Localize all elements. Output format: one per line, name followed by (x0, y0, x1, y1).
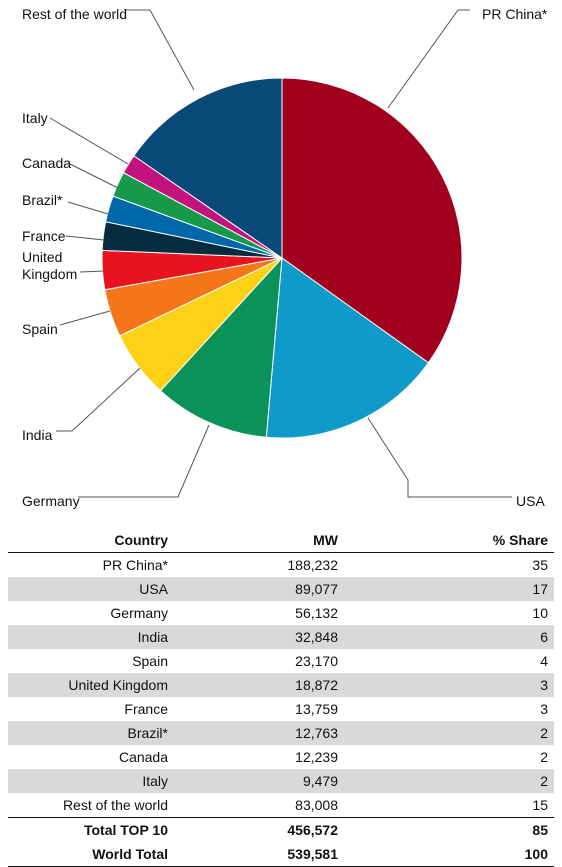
capacity-table-grid: Country MW % Share PR China* 188,232 35 USA… (8, 528, 554, 867)
cell-mw: 456,572 (172, 817, 342, 842)
leader-line (78, 424, 210, 498)
slice-label: Germany (22, 493, 80, 509)
leader-line (387, 9, 470, 109)
pie-chart: PR China* USA Germany India Spain United Kingd… (22, 6, 548, 509)
cell-country: Canada (118, 749, 168, 765)
cell-mw: 12,239 (295, 749, 338, 765)
table-row: United Kingdom 18,872 3 (8, 673, 554, 697)
cell-share: 35 (532, 557, 548, 573)
cell-share: 2 (342, 769, 554, 793)
leader-line (59, 310, 111, 326)
cell-country: United Kingdom (8, 673, 172, 697)
cell-mw: 18,872 (172, 673, 342, 697)
leader-line (49, 117, 129, 165)
table-row: Spain 23,170 4 (8, 649, 554, 673)
pie-chart-svg: PR China* USA Germany India Spain United Kingd… (22, 6, 548, 509)
cell-country: PR China* (102, 557, 168, 573)
slice-label: Canada (22, 155, 71, 171)
cell-share: 85 (342, 817, 554, 842)
leader-line (56, 367, 141, 432)
leader-line (367, 417, 512, 498)
slice-label: Spain (22, 321, 58, 337)
table-row: Brazil* 12,763 2 (8, 721, 554, 745)
slice-label: PR China* (482, 6, 548, 22)
cell-share: 4 (540, 653, 548, 669)
table-row: India 32,848 6 (8, 625, 554, 649)
cell-country: India (8, 625, 172, 649)
cell-country: Total TOP 10 (8, 817, 172, 842)
leader-line (79, 270, 105, 273)
slice-label: USA (516, 493, 545, 509)
table-header-row: Country MW % Share (8, 528, 554, 553)
table-row: Germany 56,132 10 (8, 601, 554, 625)
table-row: France 13,759 3 (8, 697, 554, 721)
capacity-table: Country MW % Share PR China* 188,232 35 USA… (8, 528, 554, 867)
cell-mw: 83,008 (295, 797, 338, 813)
header-share: % Share (342, 528, 554, 553)
cell-share: 15 (532, 797, 548, 813)
cell-share: 17 (342, 577, 554, 601)
cell-share: 3 (342, 673, 554, 697)
slice-label: Rest of the world (22, 6, 127, 22)
table-row: PR China* 188,232 35 (8, 553, 554, 578)
pie-slice (133, 77, 283, 259)
pie-slice (265, 257, 430, 439)
cell-country: Rest of the world (62, 797, 168, 813)
pie-slice (159, 256, 283, 438)
cell-share: 6 (342, 625, 554, 649)
header-country: Country (8, 528, 172, 553)
cell-share: 2 (540, 749, 548, 765)
cell-share: 3 (540, 701, 548, 717)
cell-share: 10 (532, 605, 548, 621)
table-row: Canada 12,239 2 (8, 745, 554, 769)
cell-country: Spain (132, 653, 168, 669)
slice-label: Italy (22, 110, 48, 126)
cell-country: Italy (8, 769, 172, 793)
table-body: PR China* 188,232 35 USA 89,077 17 Germany 56,1… (8, 553, 554, 867)
cell-mw: 56,132 (295, 605, 338, 621)
header-mw: MW (172, 528, 342, 553)
leader-line (69, 163, 119, 189)
cell-mw: 188,232 (287, 557, 338, 573)
cell-mw: 13,759 (295, 701, 338, 717)
table-row: Italy 9,479 2 (8, 769, 554, 793)
cell-country: USA (8, 577, 172, 601)
cell-mw: 12,763 (172, 721, 342, 745)
cell-country: Germany (110, 605, 168, 621)
slice-label: United Kingdom (22, 249, 77, 282)
cell-mw: 89,077 (172, 577, 342, 601)
leader-line (124, 9, 195, 91)
total-row: Total TOP 10 456,572 85 (8, 817, 554, 842)
leader-line (65, 235, 105, 241)
slice-label: France (22, 228, 66, 244)
cell-mw: 32,848 (172, 625, 342, 649)
cell-share: 2 (342, 721, 554, 745)
cell-country: France (124, 701, 168, 717)
table-row: USA 89,077 17 (8, 577, 554, 601)
cell-country: Brazil* (8, 721, 172, 745)
table-row: Rest of the world 83,008 15 (8, 793, 554, 818)
cell-mw: 23,170 (295, 653, 338, 669)
leader-line (67, 201, 109, 215)
slice-label: India (22, 427, 53, 443)
pie-slice (281, 77, 463, 364)
slice-label: Brazil* (22, 192, 63, 208)
cell-mw: 9,479 (172, 769, 342, 793)
